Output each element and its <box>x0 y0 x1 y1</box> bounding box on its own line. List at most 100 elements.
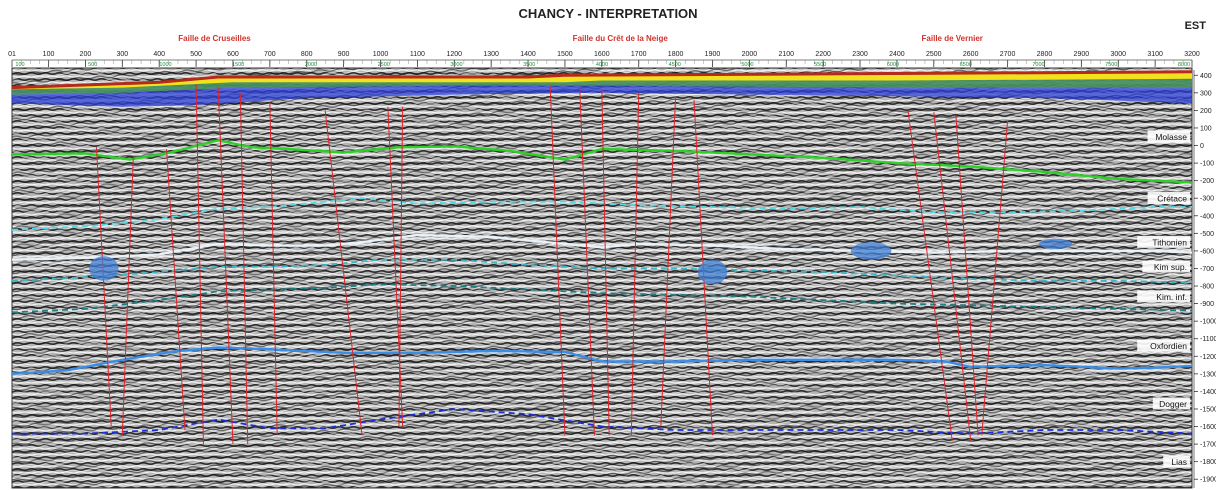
cdp-tick-label: 700 <box>264 51 276 58</box>
fault-lines <box>95 84 1009 445</box>
horizon-label: Molasse <box>1147 130 1190 143</box>
horizon-label: Lias <box>1163 455 1190 468</box>
cdp-tick-label: 1800 <box>668 51 684 58</box>
reservoir-body <box>1038 238 1073 250</box>
trace-tick-label: 7500 <box>1105 62 1117 68</box>
trace-tick-label: 5500 <box>814 62 826 68</box>
horizon-label-bg <box>1147 130 1190 143</box>
horizon-label-text: Dogger <box>1159 399 1187 409</box>
horizon-line <box>12 197 1192 231</box>
fault-line <box>660 96 677 427</box>
cdp-tick-label: 1300 <box>483 51 499 58</box>
axes: 01 100 200 300 400 500 600 700 800 900 1000 1100 120… <box>8 51 1216 488</box>
cdp-tick-label: 1600 <box>594 51 610 58</box>
depth-tick-label: -200 <box>1200 178 1214 185</box>
horizon-line <box>12 233 1192 261</box>
depth-tick-label: -300 <box>1200 196 1214 203</box>
cdp-tick-label: 3200 <box>1184 51 1200 58</box>
depth-tick-label: -1100 <box>1200 336 1216 343</box>
fault-line <box>195 84 204 445</box>
horizons <box>12 139 1192 435</box>
cdp-tick-label: 1200 <box>446 51 462 58</box>
horizon-labels: Molasse Crétace Tithonien Kim sup. Kim. inf.… <box>1137 130 1190 468</box>
horizon-label-bg <box>1137 290 1190 303</box>
depth-tick-label: -1200 <box>1200 354 1216 361</box>
horizon-label: Kim. inf. <box>1137 290 1190 303</box>
trace-tick-label: 4500 <box>669 62 681 68</box>
trace-tick-label: 500 <box>88 62 97 68</box>
cdp-tick-label: 2100 <box>778 51 794 58</box>
cdp-tick-label: 200 <box>80 51 92 58</box>
horizon-label-text: Oxfordien <box>1150 341 1187 351</box>
depth-tick-label: -500 <box>1200 231 1214 238</box>
trace-tick-label: 100 <box>15 62 24 68</box>
depth-tick-label: -1000 <box>1200 319 1216 326</box>
fault-name: Faille de Cruseilles <box>178 34 251 43</box>
reservoir-body <box>89 256 119 281</box>
cdp-tick-label: 300 <box>116 51 128 58</box>
depth-tick-label: -1500 <box>1200 406 1216 413</box>
cdp-tick-label: 1500 <box>557 51 573 58</box>
depth-tick-label: -1300 <box>1200 371 1216 378</box>
cdp-tick-label: 2800 <box>1037 51 1053 58</box>
horizon-line <box>12 258 1192 284</box>
horizon-line <box>12 283 1192 314</box>
trace-tick-label: 1500 <box>232 62 244 68</box>
fault-line <box>933 112 972 441</box>
depth-tick-label: 100 <box>1200 125 1212 132</box>
cdp-tick-label: 500 <box>190 51 202 58</box>
horizon-label-bg <box>1147 191 1190 204</box>
depth-tick-label: -100 <box>1200 161 1214 168</box>
cdp-tick-label: 2500 <box>926 51 942 58</box>
fault-line <box>387 106 404 427</box>
horizon-label-bg <box>1163 455 1190 468</box>
depth-tick-label: 0 <box>1200 143 1204 150</box>
fault-line <box>166 149 186 431</box>
depth-tick-label: -600 <box>1200 248 1214 255</box>
cdp-tick-label: 1900 <box>705 51 721 58</box>
horizon-line <box>12 346 1192 375</box>
plot-background <box>11 67 1193 489</box>
cdp-tick-label: 2900 <box>1074 51 1090 58</box>
cdp-tick-label: 2400 <box>889 51 905 58</box>
depth-tick-label: -1800 <box>1200 459 1216 466</box>
fault-line <box>324 110 363 436</box>
seismic-texture-overlay <box>12 68 1192 488</box>
fault-line <box>217 87 234 445</box>
cdp-tick-label: 1700 <box>631 51 647 58</box>
trace-tick-label: 6500 <box>960 62 972 68</box>
cdp-tick-label: 2000 <box>742 51 758 58</box>
section-title: CHANCY - INTERPRETATION <box>518 6 698 21</box>
horizon-label-bg <box>1137 339 1190 352</box>
cdp-tick-label: 400 <box>153 51 165 58</box>
plot-frame <box>11 67 1193 489</box>
cdp-tick-label: 2300 <box>852 51 868 58</box>
trace-tick-label: 6000 <box>887 62 899 68</box>
horizon-label-text: Crétace <box>1157 193 1187 203</box>
trace-tick-label: 8000 <box>1178 62 1190 68</box>
reservoir-body <box>850 242 892 260</box>
depth-tick-label: -1400 <box>1200 389 1216 396</box>
topography-line <box>12 70 1192 90</box>
cdp-tick-label: 3100 <box>1147 51 1163 58</box>
trace-tick-label: 1000 <box>159 62 171 68</box>
trace-tick-label: 2000 <box>305 62 317 68</box>
fault-line <box>95 147 112 427</box>
cdp-tick-label: 1100 <box>410 51 425 58</box>
horizon-label-text: Lias <box>1171 457 1187 467</box>
depth-tick-label: 400 <box>1200 73 1212 80</box>
trace-tick-label: 5000 <box>741 62 753 68</box>
horizon-line <box>12 139 1192 184</box>
depth-tick-label: -900 <box>1200 301 1214 308</box>
horizon-label: Kim sup. <box>1142 260 1190 273</box>
trace-tick-label: 4000 <box>596 62 608 68</box>
cdp-tick-label: 2700 <box>1000 51 1016 58</box>
horizon-label-bg <box>1142 260 1190 273</box>
cdp-tick-label: 900 <box>338 51 350 58</box>
fault-name: Faille du Crêt de la Neige <box>572 34 668 43</box>
cdp-tick-label: 3000 <box>1110 51 1126 58</box>
depth-tick-label: -1700 <box>1200 442 1216 449</box>
horizon-label-text: Kim. inf. <box>1156 292 1187 302</box>
reservoir-body <box>697 259 728 285</box>
